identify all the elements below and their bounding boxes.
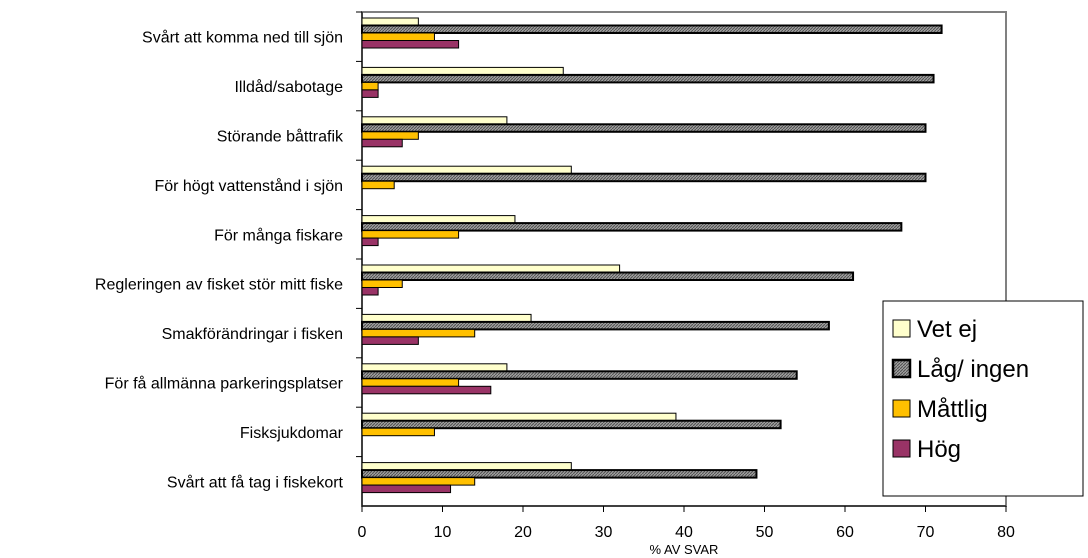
bar-l-g-ingen xyxy=(361,419,782,430)
bar-m-ttlig xyxy=(361,32,435,41)
bar-l-g-ingen xyxy=(361,24,943,34)
bar-l-g-ingen xyxy=(361,370,798,380)
bar-m-ttlig xyxy=(361,477,476,486)
legend-swatch xyxy=(892,439,911,458)
x-tick-label: 70 xyxy=(917,524,935,541)
bar-l-g-ingen xyxy=(361,469,758,479)
bar-h-g xyxy=(361,237,379,247)
bar-l-g-ingen xyxy=(361,271,855,281)
legend-label: Låg/ ingen xyxy=(917,356,1029,383)
bar-l-g-ingen xyxy=(361,172,927,183)
x-tick-label: 80 xyxy=(997,524,1015,541)
x-tick-label: 30 xyxy=(595,524,613,541)
legend-label: Måttlig xyxy=(917,396,988,423)
legend-swatch xyxy=(892,399,911,418)
category-label: Smakförändringar i fisken xyxy=(162,326,343,343)
category-label: Fisksjukdomar xyxy=(240,425,344,442)
bar-h-g xyxy=(361,484,452,494)
category-label: Svårt att få tag i fiskekort xyxy=(167,473,344,491)
bar-vet-ej xyxy=(361,215,516,224)
x-tick-label: 0 xyxy=(358,524,367,541)
x-tick-label: 20 xyxy=(514,524,532,541)
bar-h-g xyxy=(361,287,379,296)
bar-l-g-ingen xyxy=(361,320,830,331)
bar-vet-ej xyxy=(361,313,532,323)
category-label: För många fiskare xyxy=(214,226,343,244)
legend-swatch xyxy=(892,319,911,338)
category-label: Svårt att komma ned till sjön xyxy=(142,29,343,47)
bar-m-ttlig xyxy=(361,378,460,387)
bar-h-g xyxy=(361,138,403,148)
bar-h-g xyxy=(361,385,492,395)
x-tick-label: 10 xyxy=(434,524,452,541)
category-label: Illdåd/sabotage xyxy=(234,78,343,96)
category-labels: Svårt att komma ned till sjön Illdåd/sabo… xyxy=(95,29,344,492)
bar-vet-ej xyxy=(361,363,508,372)
bar-m-ttlig xyxy=(361,131,419,140)
legend-box xyxy=(882,300,1084,497)
bar-l-g-ingen xyxy=(361,73,935,84)
bar-h-g xyxy=(361,89,379,98)
legend-swatch xyxy=(891,358,912,379)
bars-layer xyxy=(361,17,943,494)
bar-m-ttlig xyxy=(361,427,435,437)
category-label: Regleringen av fisket stör mitt fiske xyxy=(95,277,343,294)
bar-vet-ej xyxy=(361,17,419,26)
category-label: För högt vattenstånd i sjön xyxy=(154,177,343,195)
bar-l-g-ingen xyxy=(361,123,927,133)
bar-m-ttlig xyxy=(361,279,403,288)
legend-label: Vet ej xyxy=(917,316,977,343)
bar-h-g xyxy=(361,40,460,49)
bar-m-ttlig xyxy=(361,230,460,239)
x-tick-label: 50 xyxy=(756,524,774,541)
bar-l-g-ingen xyxy=(361,222,903,232)
bar-h-g xyxy=(361,336,419,345)
legend: Vet ej Låg/ ingen Måttlig Hög xyxy=(882,300,1084,497)
bar-m-ttlig xyxy=(361,328,476,338)
category-label: Störande båttrafik xyxy=(217,128,344,146)
bar-vet-ej xyxy=(361,66,564,76)
bar-vet-ej xyxy=(361,264,621,273)
bar-m-ttlig xyxy=(361,180,395,190)
bar-vet-ej xyxy=(361,412,677,422)
legend-label: Hög xyxy=(917,436,961,463)
x-tick-label: 40 xyxy=(675,524,693,541)
x-axis-title: % AV SVAR xyxy=(650,542,719,557)
x-tick-label: 60 xyxy=(836,524,854,541)
category-label: För få allmänna parkeringsplatser xyxy=(105,375,344,393)
x-axis: 0 10 20 30 40 50 60 70 80 xyxy=(356,11,1015,541)
bar-vet-ej xyxy=(361,116,508,125)
bar-vet-ej xyxy=(361,165,572,175)
bar-vet-ej xyxy=(361,462,572,471)
bar-m-ttlig xyxy=(361,81,379,91)
